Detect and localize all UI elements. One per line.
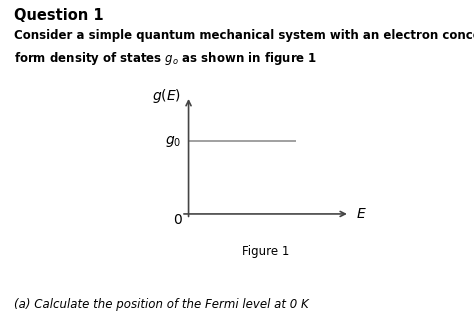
Text: $E$: $E$ <box>356 207 366 221</box>
Text: $g(E)$: $g(E)$ <box>152 87 181 105</box>
Text: (a) Calculate the position of the Fermi level at 0 K: (a) Calculate the position of the Fermi … <box>14 298 309 311</box>
Text: Consider a simple quantum mechanical system with an electron concentration n and: Consider a simple quantum mechanical sys… <box>14 29 474 42</box>
Text: $0$: $0$ <box>173 214 183 227</box>
Text: $g_0$: $g_0$ <box>165 133 181 149</box>
Text: Question 1: Question 1 <box>14 8 104 23</box>
Text: form density of states $g_o$ as shown in figure 1: form density of states $g_o$ as shown in… <box>14 50 318 67</box>
Text: Figure 1: Figure 1 <box>242 245 289 258</box>
